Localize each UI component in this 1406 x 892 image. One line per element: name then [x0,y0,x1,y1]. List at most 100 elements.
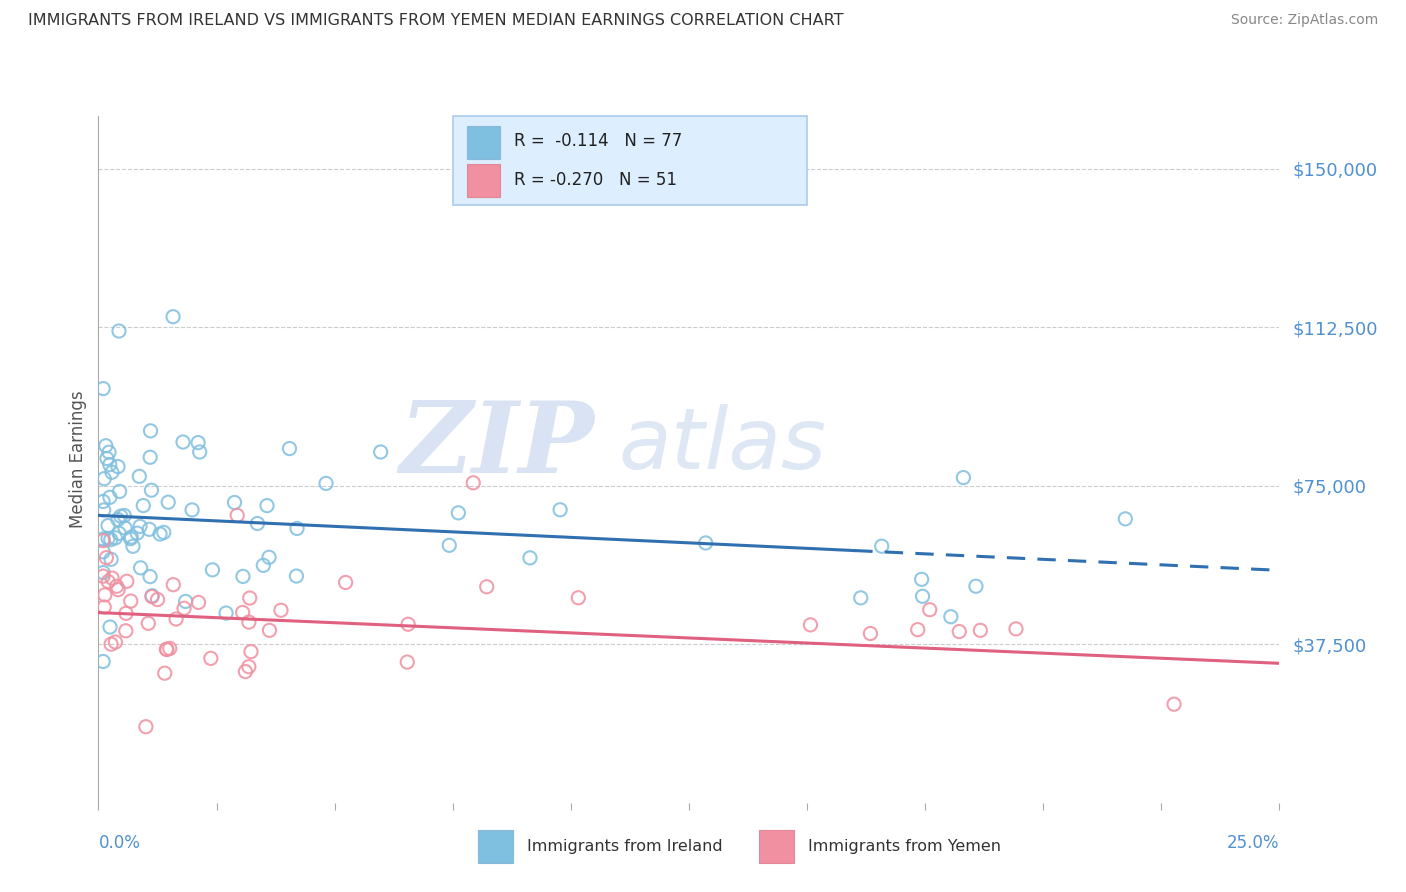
Point [201,563,224,577]
Point [104,531,127,545]
Point [969,624,991,638]
Point [120,532,142,546]
Point [141,483,163,498]
Point [439,538,461,552]
Point [100,552,122,566]
Point [162,577,184,591]
Point [370,445,392,459]
Point [567,591,589,605]
Point [156,642,179,657]
Point [278,442,301,456]
Point [127,526,149,541]
Point [165,612,187,626]
Point [94,588,117,602]
Point [139,424,162,438]
Point [181,503,204,517]
Point [91,545,114,559]
Point [100,533,122,547]
Point [948,624,970,639]
Point [1163,697,1185,711]
Point [114,624,136,638]
Point [695,536,717,550]
Text: Immigrants from Yemen: Immigrants from Yemen [808,839,1001,854]
Point [110,509,132,524]
Point [172,435,194,450]
Point [139,450,162,465]
Point [859,626,882,640]
Y-axis label: Median Earnings: Median Earnings [69,391,87,528]
Point [256,499,278,513]
Point [105,579,128,593]
Point [141,590,163,604]
Point [918,603,941,617]
Point [159,641,181,656]
Point [135,720,157,734]
Point [104,635,127,649]
Point [91,532,114,546]
Point [315,476,337,491]
Point [907,623,929,637]
Point [215,606,238,620]
Point [157,495,180,509]
Bar [467,164,501,197]
Point [98,458,121,472]
Point [285,569,308,583]
Point [965,579,987,593]
Point [162,310,184,324]
Point [115,607,138,621]
Point [870,539,893,553]
Point [173,601,195,615]
Point [100,637,122,651]
Point [93,503,115,517]
Point [120,594,142,608]
Point [97,518,120,533]
Point [91,566,114,580]
Point [239,591,262,605]
Point [259,624,281,638]
Point [112,508,135,523]
Text: 25.0%: 25.0% [1227,834,1279,852]
Point [257,550,280,565]
Point [548,503,571,517]
FancyBboxPatch shape [453,116,807,205]
Point [799,618,821,632]
Point [396,655,419,669]
Point [91,382,114,396]
Point [98,445,121,459]
Point [285,521,308,535]
Point [93,472,115,486]
Text: IMMIGRANTS FROM IRELAND VS IMMIGRANTS FROM YEMEN MEDIAN EARNINGS CORRELATION CHA: IMMIGRANTS FROM IRELAND VS IMMIGRANTS FR… [28,13,844,29]
Point [270,603,292,617]
Point [396,617,419,632]
Point [136,616,159,631]
Point [447,506,470,520]
Point [235,665,257,679]
Point [108,324,131,338]
Point [98,491,121,505]
Point [129,561,152,575]
Point [232,569,254,583]
Point [120,530,142,544]
Point [155,642,177,657]
Point [188,445,211,459]
Point [97,532,120,546]
Point [107,513,129,527]
Point [1114,512,1136,526]
Point [335,575,357,590]
Point [226,508,249,523]
Point [114,521,136,535]
Point [463,475,485,490]
Point [91,494,114,508]
Point [107,582,129,597]
Point [187,435,209,450]
Text: R =  -0.114   N = 77: R = -0.114 N = 77 [515,132,682,151]
Point [240,645,263,659]
Point [232,606,254,620]
Point [91,655,114,669]
Point [91,533,114,548]
Point [849,591,872,605]
Point [93,600,115,615]
Point [107,459,129,474]
Point [149,527,172,541]
Point [153,666,176,681]
